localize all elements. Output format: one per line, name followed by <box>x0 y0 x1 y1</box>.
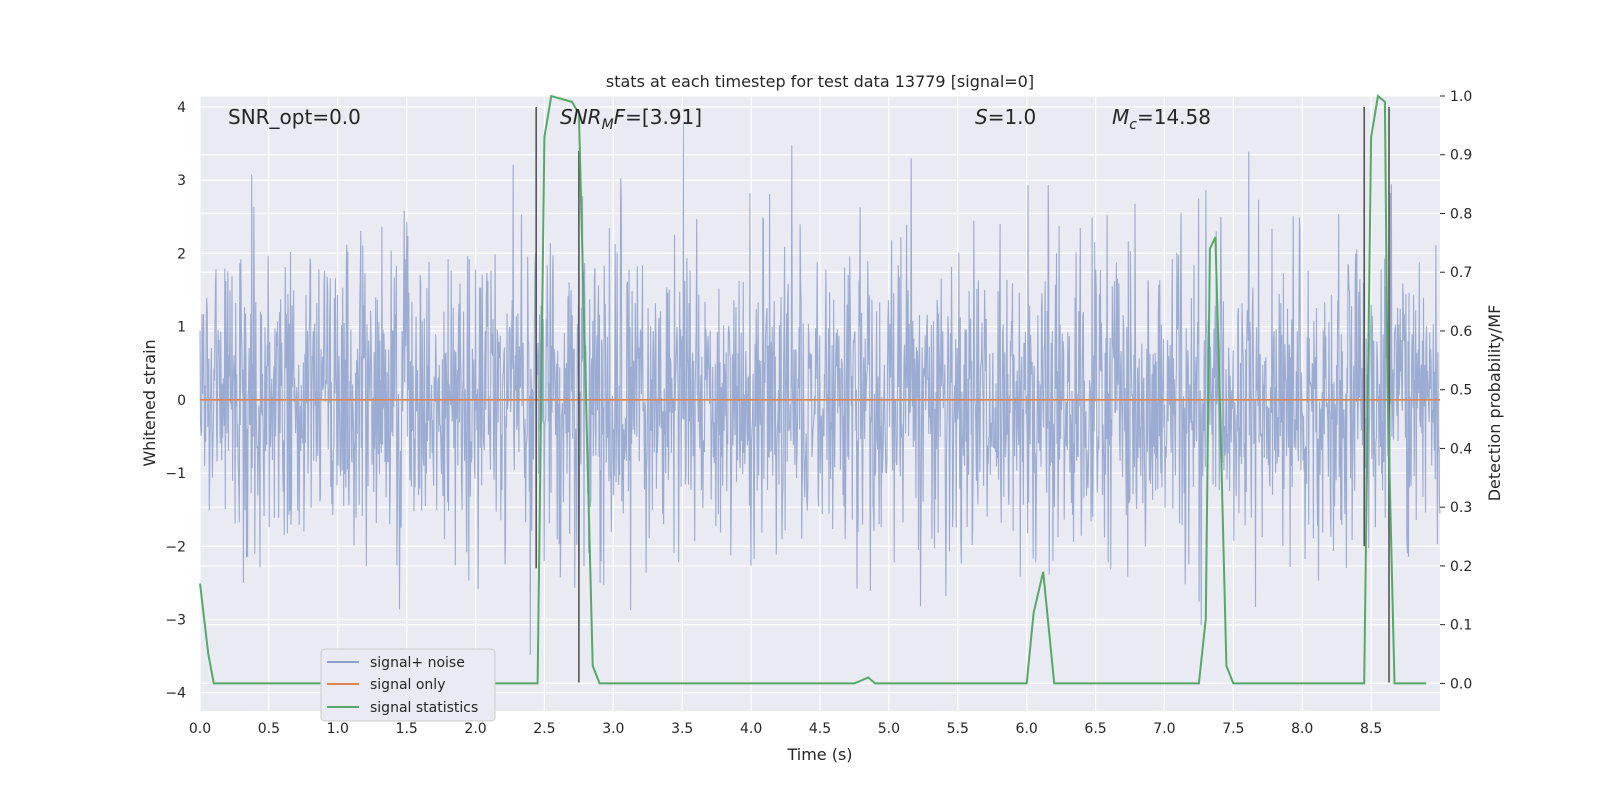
x-tick-label: 6.0 <box>1016 721 1038 737</box>
y-right-tick-label: 0.6 <box>1450 324 1472 340</box>
y-tick-label: −1 <box>165 466 186 482</box>
signal-noise-series <box>199 121 1441 655</box>
legend: signal+ noise signal only signal statist… <box>320 648 496 722</box>
chart-title: stats at each timestep for test data 137… <box>606 72 1034 91</box>
y-right-tick-label: 0.9 <box>1450 148 1472 164</box>
vertical-markers <box>535 106 1390 683</box>
signal-statistics-line <box>199 94 1427 685</box>
y-axis-right-title: Detection probability/MF <box>1485 305 1504 502</box>
x-axis-title: Time (s) <box>786 745 852 764</box>
x-tick-label: 3.5 <box>671 721 693 737</box>
legend-label-signal-noise: signal+ noise <box>370 655 465 671</box>
x-tick-label: 8.5 <box>1360 721 1382 737</box>
x-tick-label: 0.0 <box>189 721 211 737</box>
y-axis-right-ticks: 1.0 0.9 0.8 0.7 0.6 0.5 0.4 0.3 0.2 0.1 0.0 <box>1440 89 1472 692</box>
x-tick-label: 7.0 <box>1153 721 1175 737</box>
y-right-tick-label: 0.7 <box>1450 265 1472 281</box>
y-right-tick-label: 0.1 <box>1450 618 1472 634</box>
y-tick-label: 2 <box>177 246 186 262</box>
y-right-tick-label: 0.4 <box>1450 441 1472 457</box>
y-tick-label: 0 <box>177 393 186 409</box>
y-tick-label: 1 <box>177 320 186 336</box>
x-tick-label: 3.0 <box>602 721 624 737</box>
x-tick-label: 7.5 <box>1222 721 1244 737</box>
x-tick-label: 8.0 <box>1291 721 1313 737</box>
x-tick-label: 5.0 <box>878 721 900 737</box>
y-tick-label: 4 <box>177 100 186 116</box>
x-tick-label: 5.5 <box>947 721 969 737</box>
annotation-snr-mf: SNRMF=[3.91] <box>560 105 702 133</box>
annotation-snr-opt: SNR_opt=0.0 <box>228 105 361 129</box>
signal-statistics-series <box>199 94 1427 685</box>
legend-label-signal-only: signal only <box>370 677 445 693</box>
y-right-tick-label: 1.0 <box>1450 89 1472 105</box>
y-tick-label: −4 <box>165 686 186 702</box>
legend-label-signal-statistics: signal statistics <box>370 700 478 716</box>
y-right-tick-label: 0.5 <box>1450 383 1472 399</box>
signal-noise-line <box>199 121 1441 655</box>
x-tick-label: 0.5 <box>258 721 280 737</box>
y-axis-title: Whitened strain <box>140 339 159 466</box>
legend-box <box>320 648 496 722</box>
x-tick-label: 2.0 <box>464 721 486 737</box>
x-tick-label: 4.0 <box>740 721 762 737</box>
y-axis-ticks: 4 3 2 1 0 −1 −2 −3 −4 <box>165 100 186 702</box>
x-tick-label: 2.5 <box>533 721 555 737</box>
y-right-tick-label: 0.0 <box>1450 676 1472 692</box>
x-tick-label: 4.5 <box>809 721 831 737</box>
y-right-tick-label: 0.2 <box>1450 559 1472 575</box>
x-tick-label: 1.5 <box>396 721 418 737</box>
y-right-tick-label: 0.8 <box>1450 206 1472 222</box>
y-tick-label: 3 <box>177 173 186 189</box>
x-axis-ticks: 0.0 0.5 1.0 1.5 2.0 2.5 3.0 3.5 4.0 4.5 5.0 5.5 6.0 6… <box>189 721 1382 737</box>
annotation-s: S=1.0 <box>975 105 1036 129</box>
x-tick-label: 6.5 <box>1084 721 1106 737</box>
y-right-tick-label: 0.3 <box>1450 500 1472 516</box>
x-tick-label: 1.0 <box>327 721 349 737</box>
y-tick-label: −2 <box>165 539 186 555</box>
annotation-mc: Mc=14.58 <box>1112 105 1211 133</box>
y-tick-label: −3 <box>165 612 186 628</box>
